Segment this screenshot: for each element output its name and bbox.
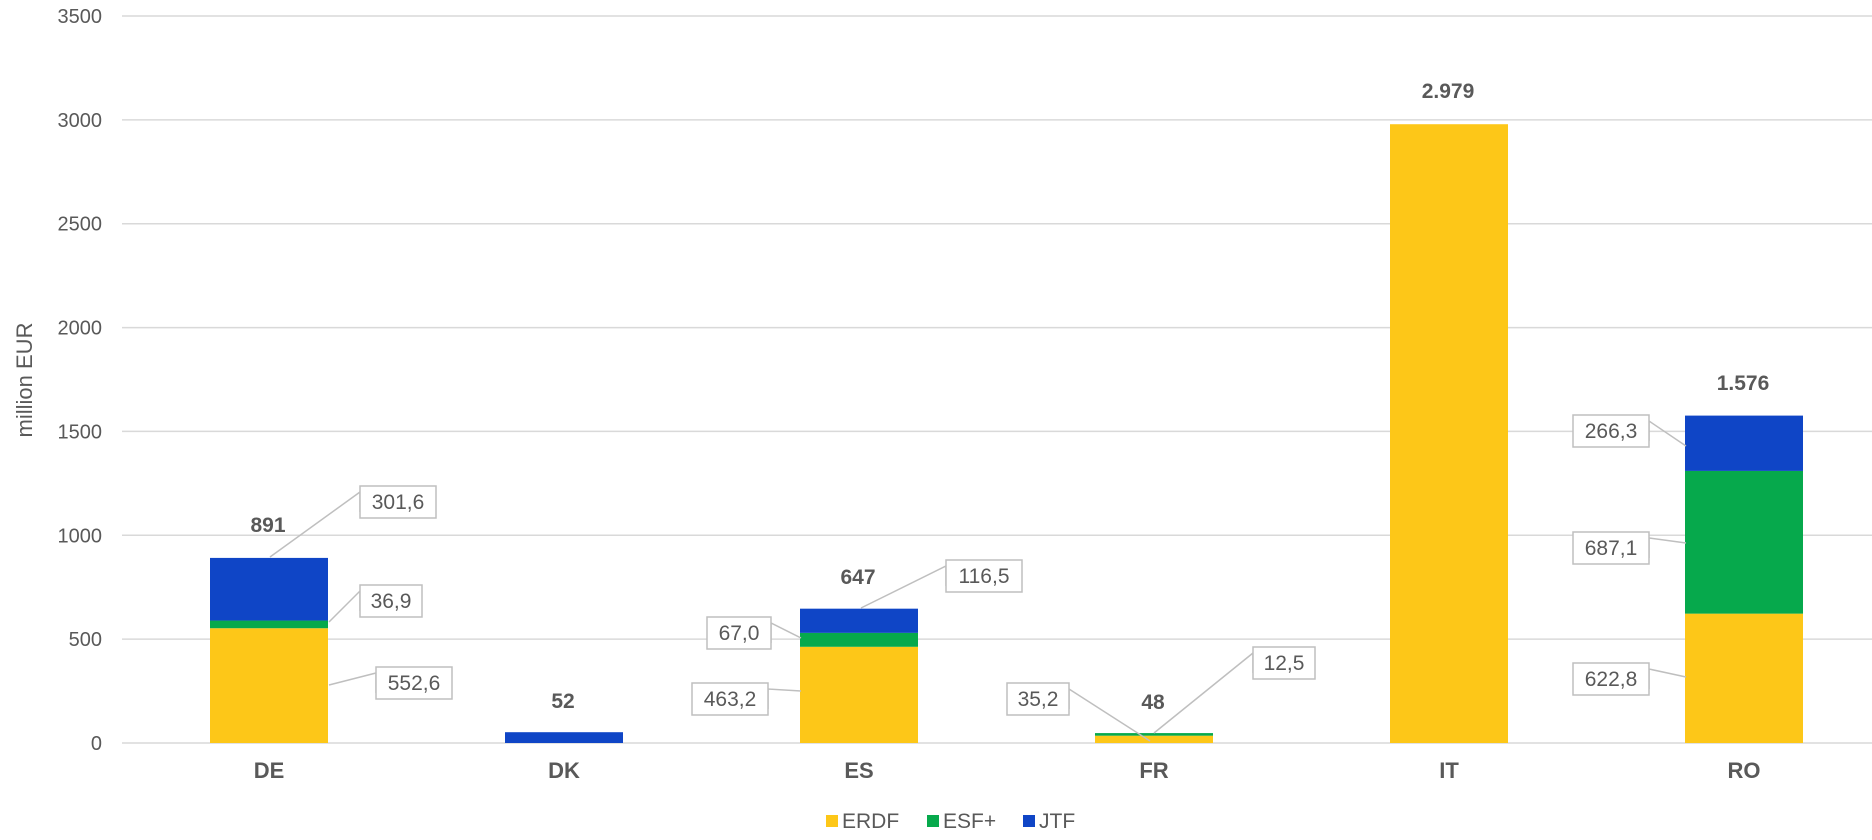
legend-label: JTF <box>1039 810 1075 833</box>
callout-box <box>1572 662 1650 696</box>
callout-leader <box>1153 651 1254 734</box>
callout: 35,2 <box>1006 682 1151 742</box>
y-tick-label: 2500 <box>58 214 103 236</box>
callout-leader <box>1648 419 1687 447</box>
bar-de-erdf <box>210 628 328 743</box>
callout: 266,3 <box>1572 414 1687 448</box>
bar-dk-jtf <box>505 732 623 743</box>
legend-swatch-esfplus <box>927 815 939 827</box>
bars <box>210 124 1803 744</box>
callout-box <box>945 559 1023 593</box>
bar-fr-erdf <box>1095 735 1213 743</box>
total-label: 647 <box>840 566 875 589</box>
callout: 622,8 <box>1572 662 1687 696</box>
data-label: 36,9 <box>371 590 412 613</box>
callout: 552,6 <box>328 666 453 700</box>
callout: 463,2 <box>691 682 802 716</box>
callout: 67,0 <box>706 616 802 650</box>
data-label: 301,6 <box>372 491 425 514</box>
bar-it-erdf <box>1390 124 1508 744</box>
callout-box <box>1252 646 1316 680</box>
data-label: 12,5 <box>1264 652 1305 675</box>
legend-swatch-jtf <box>1023 815 1035 827</box>
callout-leader <box>328 589 361 623</box>
callout-box <box>359 485 437 519</box>
x-axis-labels: DE DK ES FR IT RO <box>254 758 1761 783</box>
legend-label: ERDF <box>842 810 899 833</box>
gridlines <box>122 15 1872 744</box>
callout-box <box>706 616 772 650</box>
total-labels: 891 52 647 48 2.979 1.576 <box>250 80 1769 714</box>
bar-ro-erdf <box>1685 613 1803 743</box>
x-tick-label: DK <box>548 758 580 783</box>
x-tick-label: FR <box>1139 758 1168 783</box>
x-tick-label: ES <box>844 758 873 783</box>
callout-leader <box>767 688 802 709</box>
callout-leader <box>1648 537 1687 558</box>
callout-leader <box>1648 668 1687 689</box>
data-label: 622,8 <box>1585 668 1638 691</box>
x-tick-label: IT <box>1439 758 1459 783</box>
y-axis-label: million EUR <box>12 323 37 438</box>
bar-es-erdf <box>800 646 918 743</box>
x-tick-label: RO <box>1728 758 1761 783</box>
callout-box <box>691 682 769 716</box>
y-axis-ticks: 0 500 1000 1500 2000 2500 3000 3500 <box>58 6 103 755</box>
data-labels: 552,6 36,9 301,6 463,2 67,0 116,5 35,2 12,5 622,… <box>269 414 1687 742</box>
total-label: 2.979 <box>1422 80 1475 103</box>
bar-de-jtf <box>210 557 328 621</box>
data-label: 463,2 <box>704 688 757 711</box>
total-label: 1.576 <box>1717 372 1770 395</box>
legend: ERDF ESF+ JTF <box>826 810 1075 833</box>
callout-leader <box>770 621 802 643</box>
bar-es-esfplus <box>800 632 918 647</box>
y-tick-label: 3000 <box>58 110 103 132</box>
bar-ro-esfplus <box>1685 470 1803 614</box>
callout-box <box>1006 682 1070 716</box>
total-label: 48 <box>1141 691 1165 714</box>
callout-box <box>1572 414 1650 448</box>
data-label: 67,0 <box>719 622 760 645</box>
total-label: 891 <box>250 514 285 537</box>
y-tick-label: 1000 <box>58 525 103 547</box>
callout: 301,6 <box>269 485 437 558</box>
callout-box <box>375 666 453 700</box>
callout: 687,1 <box>1572 531 1687 565</box>
legend-swatch-erdf <box>826 815 838 827</box>
bar-ro-jtf <box>1685 415 1803 471</box>
y-tick-label: 1500 <box>58 421 103 443</box>
data-label: 552,6 <box>388 672 441 695</box>
bar-fr-esfplus <box>1095 733 1213 736</box>
data-label: 687,1 <box>1585 537 1638 560</box>
y-tick-label: 2000 <box>58 318 103 340</box>
callout: 36,9 <box>328 584 423 623</box>
callout: 12,5 <box>1153 646 1316 734</box>
bar-de-esfplus <box>210 620 328 629</box>
data-label: 35,2 <box>1018 688 1059 711</box>
data-label: 266,3 <box>1585 420 1638 443</box>
y-tick-label: 0 <box>91 733 102 755</box>
bar-es-jtf <box>800 608 918 633</box>
y-tick-label: 500 <box>69 629 102 651</box>
data-label: 116,5 <box>959 565 1010 588</box>
x-tick-label: DE <box>254 758 285 783</box>
callout-leader <box>328 672 377 693</box>
total-label: 52 <box>551 690 574 713</box>
callout-box <box>359 584 423 618</box>
y-tick-label: 3500 <box>58 6 103 28</box>
callout: 116,5 <box>860 559 1023 609</box>
callout-box <box>1572 531 1650 565</box>
legend-label: ESF+ <box>943 810 996 833</box>
